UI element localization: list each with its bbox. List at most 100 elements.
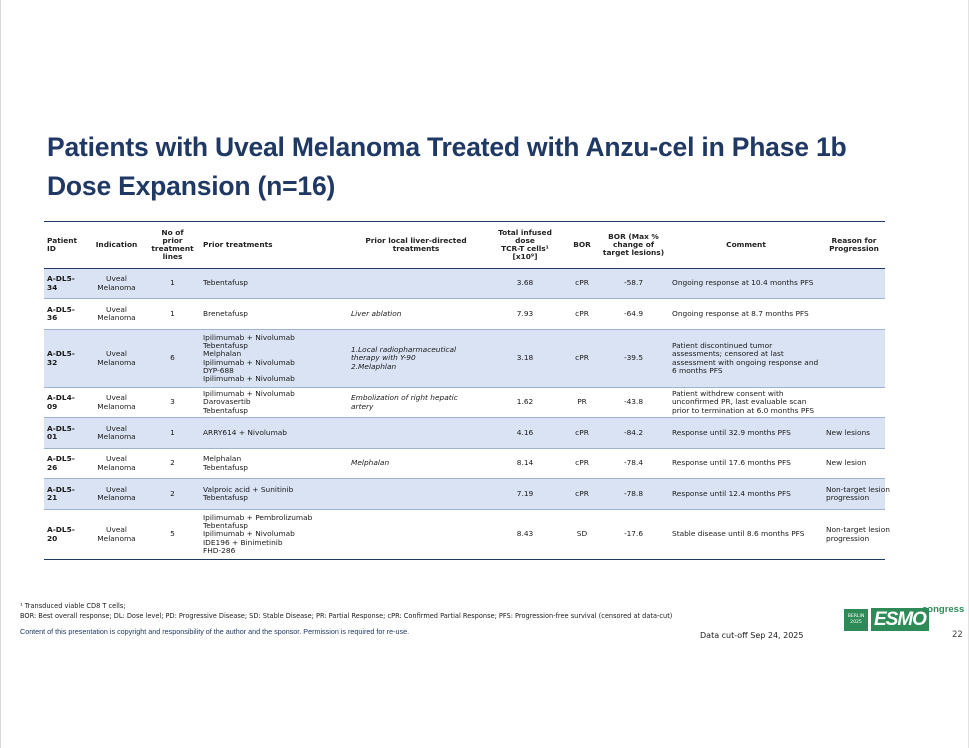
cell-indication: Uveal Melanoma [88, 478, 145, 510]
cell-indication-line: Melanoma [97, 313, 136, 322]
header-prior-treatments: Prior treatments [200, 221, 348, 269]
cell-prior-treatments: Melphalan Tebentafusp [200, 448, 348, 479]
cell-indication-line: Uveal [106, 423, 127, 433]
cell-comment-line: Response until 17.6 months PFS [672, 458, 791, 468]
cell-prior-treatments-line: Ipilimumab + Nivolumab [203, 389, 295, 399]
header-liver-treatments-line: treatments [392, 244, 440, 253]
cell-prior-treatments: Tebentafusp [200, 268, 348, 299]
esmo-congress-logo: BERLIN 2025 ESMO congress [844, 604, 964, 632]
cell-bor-percent: -64.9 [598, 298, 669, 330]
cell-indication: Uveal Melanoma [88, 329, 145, 388]
cell-comment-line: Ongoing response at 8.7 months PFS [672, 308, 809, 318]
cell-prior-treatments: Ipilimumab + Nivolumab Darovasertib Tebent… [200, 387, 348, 418]
header-prior-lines-line: lines [162, 252, 183, 261]
page-number: 22 [952, 630, 963, 640]
cell-bor: cPR [566, 448, 598, 479]
cell-indication-line: Melanoma [97, 493, 136, 502]
footnote-line-2: BOR: Best overall response; DL: Dose lev… [20, 612, 673, 620]
cell-liver-treatments [348, 268, 484, 299]
header-dose-line: Total infused [498, 228, 552, 237]
cell-indication-line: Uveal [106, 393, 127, 403]
cell-patient-id: A-DL5-21 [44, 478, 88, 510]
slide-title-line-2: Dose Expansion (n=16) [47, 171, 336, 201]
header-prior-lines-line: prior [162, 236, 183, 245]
cell-prior-treatments: ARRY614 + Nivolumab [200, 417, 348, 449]
cell-reason [823, 298, 885, 330]
cell-comment-line: prior to termination at 6.0 months PFS [672, 405, 815, 415]
footnote: ¹ Transduced viable CD8 T cells; BOR: Be… [20, 601, 672, 621]
cell-bor-percent: -58.7 [598, 268, 669, 299]
cell-comment: Patient withdrew consent with unconfirmed… [669, 387, 823, 418]
cell-comment: Ongoing response at 10.4 months PFS [669, 268, 823, 299]
table-row: A-DL5-21 Uveal Melanoma 2 Valproic acid + Su… [44, 478, 890, 510]
cell-prior-treatments-line: Brenetafusp [203, 308, 248, 318]
cell-dose: 4.16 [484, 417, 566, 449]
table-row: A-DL5-34 Uveal Melanoma 1 Tebentafusp 3.68 cPR… [44, 268, 885, 299]
cell-indication-line: Melanoma [97, 533, 136, 543]
cell-comment-line: assessments; censored at last [672, 349, 784, 359]
logo-city-badge: BERLIN 2025 [844, 609, 868, 631]
header-liver-treatments: Prior local liver-directed treatments [348, 221, 484, 269]
table-header-row: Patient ID Indication No of prior treatment… [44, 221, 885, 269]
header-reason-line: Progression [829, 244, 879, 253]
cell-reason-line: Non-target lesion [826, 525, 890, 535]
cell-indication: Uveal Melanoma [88, 417, 145, 449]
header-comment-line: Comment [726, 240, 766, 249]
cell-reason: Non-target lesion progression [823, 509, 890, 560]
header-prior-treatments-line: Prior treatments [203, 240, 273, 249]
cell-indication-line: Melanoma [97, 432, 136, 441]
cell-prior-lines: 5 [145, 509, 200, 560]
cell-comment-line: Patient discontinued tumor [672, 340, 773, 350]
cell-prior-treatments-line: Melphalan [203, 349, 242, 359]
cell-indication: Uveal Melanoma [88, 298, 145, 330]
cell-prior-treatments-line: Ipilimumab + Nivolumab [203, 529, 295, 539]
cell-prior-treatments-line: ARRY614 + Nivolumab [203, 427, 287, 437]
cell-bor-percent: -17.6 [598, 509, 669, 560]
cell-comment-line: unconfirmed PR, last evaluable scan [672, 397, 807, 407]
cell-prior-treatments-line: Melphalan [203, 454, 242, 464]
cell-liver-treatments: Liver ablation [348, 298, 484, 330]
cell-liver-treatments: 1.Local radiopharmaceutical therapy with … [348, 329, 484, 388]
cell-liver-treatments-line: Embolization of right hepatic [351, 393, 458, 403]
cell-liver-treatments [348, 478, 484, 510]
header-patient-id-line: ID [47, 244, 56, 253]
cell-comment-line: Ongoing response at 10.4 months PFS [672, 278, 814, 288]
cell-reason-line: New lesions [826, 427, 871, 437]
header-prior-lines-line: treatment [151, 244, 194, 253]
cell-indication-line: Uveal [106, 525, 127, 535]
cell-dose: 7.93 [484, 298, 566, 330]
cell-prior-treatments-line: Ipilimumab + Nivolumab [203, 374, 295, 384]
header-prior-lines-line: No of [161, 228, 184, 237]
cell-indication-line: Melanoma [97, 282, 136, 292]
copyright-notice: Content of this presentation is copyrigh… [20, 627, 410, 636]
cell-liver-treatments: Melphalan [348, 448, 484, 479]
header-bor-percent-line: change of [612, 240, 655, 249]
logo-wordmark: ESMO [871, 608, 929, 631]
cell-comment: Response until 17.6 months PFS [669, 448, 823, 479]
cell-indication: Uveal Melanoma [88, 387, 145, 418]
cell-bor: cPR [566, 268, 598, 299]
cell-indication-line: Uveal [106, 454, 127, 464]
cell-bor-percent: -39.5 [598, 329, 669, 388]
cell-prior-treatments-line: Ipilimumab + Pembrolizumab [203, 512, 313, 522]
cell-liver-treatments: Embolization of right hepatic artery [348, 387, 484, 418]
cell-dose: 3.68 [484, 268, 566, 299]
cell-dose: 3.18 [484, 329, 566, 388]
cell-liver-treatments-line: therapy with Y-90 [351, 353, 416, 363]
cell-patient-id: A-DL5-36 [44, 298, 88, 330]
cell-prior-treatments-line: Ipilimumab + Nivolumab [203, 357, 295, 367]
cell-prior-lines: 2 [145, 448, 200, 479]
cell-liver-treatments-line: artery [351, 401, 374, 411]
cell-reason [823, 329, 885, 388]
cell-prior-lines: 1 [145, 268, 200, 299]
cell-indication-line: Melanoma [97, 357, 136, 367]
cell-liver-treatments-line: 2.Melaphlan [351, 361, 397, 371]
cell-comment: Ongoing response at 8.7 months PFS [669, 298, 823, 330]
cell-prior-treatments-line: Tebentafusp [203, 462, 248, 472]
cell-bor: cPR [566, 298, 598, 330]
header-dose-line: dose [515, 236, 535, 245]
cell-bor-percent: -43.8 [598, 387, 669, 418]
cell-comment-line: Stable disease until 8.6 months PFS [672, 529, 805, 539]
header-bor: BOR [566, 221, 598, 269]
header-reason: Reason for Progression [823, 221, 885, 269]
